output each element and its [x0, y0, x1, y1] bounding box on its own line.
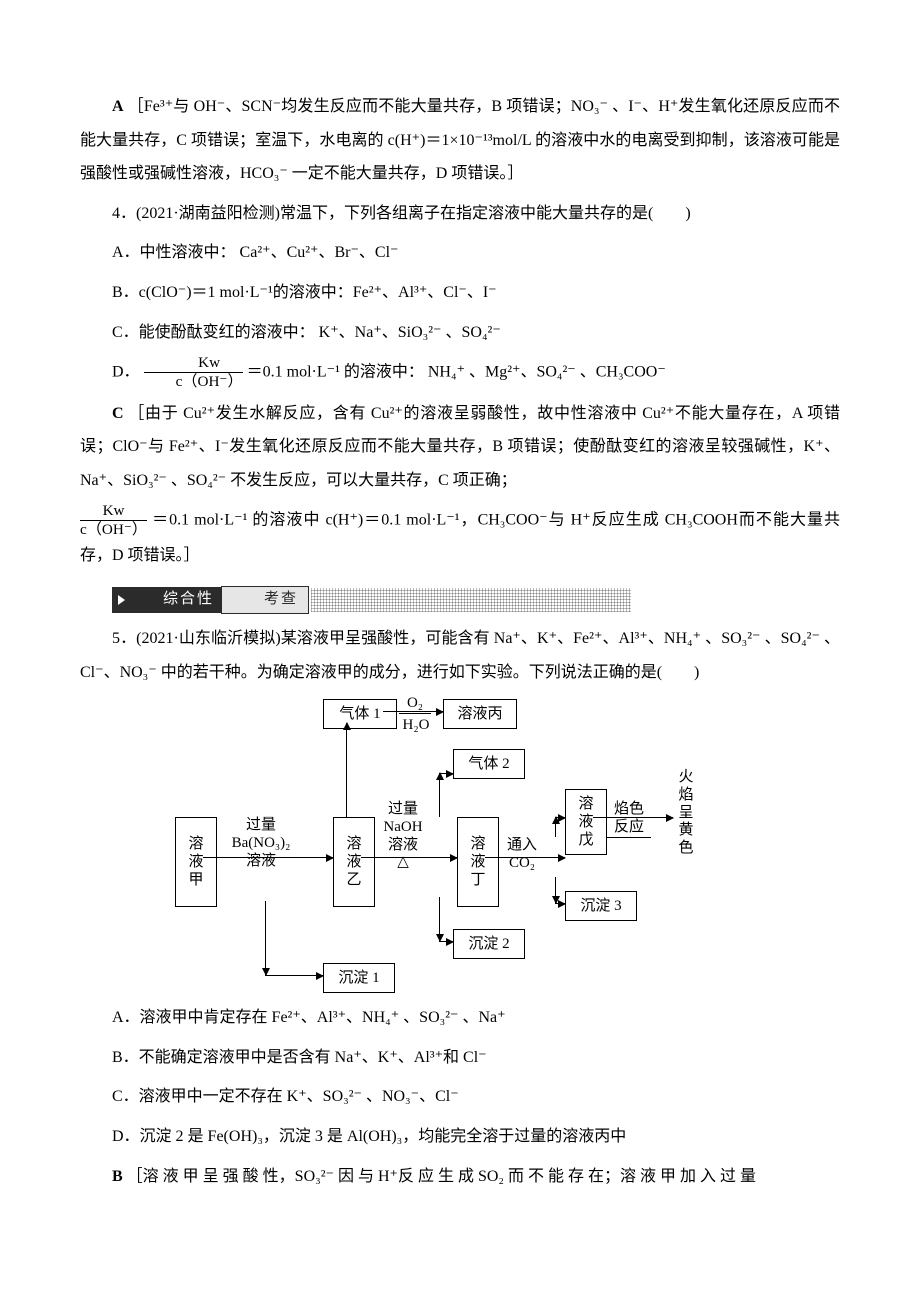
section-chip-right: 考查	[221, 586, 309, 614]
diagram-node-wu: 溶液戊	[565, 789, 607, 855]
q4-optB: B．c(ClO⁻)＝1 mol·L⁻¹的溶液中：Fe²⁺、Al³⁺、Cl⁻、I⁻	[80, 276, 840, 310]
section-left-text: 综合性	[131, 584, 214, 616]
flow-diagram-wrap: 溶液甲过量Ba(NO₃)₂溶液气体 1O₂H₂O溶液丙溶液乙过量NaOH溶液△气…	[80, 697, 840, 995]
q4-answer-frac-den: c（OH⁻）	[80, 520, 147, 539]
q5-answer-label: B	[112, 1168, 123, 1185]
q4-answer-part2: ＝0.1 mol·L⁻¹ 的溶液中 c(H⁺)＝0.1 mol·L⁻¹，CH₃C…	[80, 512, 840, 564]
diagram-arrow-0	[203, 857, 333, 858]
diagram-arrow-15	[265, 975, 323, 976]
diagram-node-tongru: 通入CO₂	[497, 837, 547, 872]
diagram-node-guoliang1: 过量Ba(NO₃)₂溶液	[217, 817, 305, 870]
diagram-arrow-3	[361, 857, 457, 858]
diagram-node-yi: 溶液乙	[333, 817, 375, 907]
q4-answer-label: C	[112, 405, 124, 422]
answer-a-text: ［Fe³⁺与 OH⁻、SCN⁻均发生反应而不能大量共存，B 项错误；NO₃⁻ 、…	[80, 98, 840, 182]
q4-optD: D． Kᴡ c（OH⁻） ＝0.1 mol·L⁻¹ 的溶液中： NH₄⁺ 、Mg…	[80, 355, 840, 390]
diagram-arrow-2	[383, 711, 443, 712]
diagram-node-yanse: 焰色反应	[607, 801, 651, 837]
diagram-node-qiti1: 气体 1	[323, 699, 397, 729]
q4-optD-pre: D．	[112, 364, 140, 381]
play-icon	[118, 595, 125, 605]
q4-answer-part1: ［由于 Cu²⁺发生水解反应，含有 Cu²⁺的溶液呈弱酸性，故中性溶液中 Cu²…	[80, 405, 840, 489]
q4-optA: A．中性溶液中： Ca²⁺、Cu²⁺、Br⁻、Cl⁻	[80, 236, 840, 270]
q4-stem: 4．(2021·湖南益阳检测)常温下，下列各组离子在指定溶液中能大量共存的是( …	[80, 197, 840, 231]
diagram-arrow-11	[555, 877, 556, 903]
q5-answer-text: ［溶 液 甲 呈 强 酸 性，SO₃²⁻ 因 与 H⁺反 应 生 成 SO₂ 而…	[127, 1168, 756, 1185]
diagram-node-huo: 火焰呈黄色	[675, 769, 697, 857]
answer-a-label: A	[112, 98, 124, 115]
section-chip-left: 综合性	[112, 587, 222, 613]
diagram-node-jia: 溶液甲	[175, 817, 217, 907]
q5-answer: B ［溶 液 甲 呈 强 酸 性，SO₃²⁻ 因 与 H⁺反 应 生 成 SO₂…	[80, 1160, 840, 1194]
diagram-node-guoliang2: 过量NaOH溶液△	[373, 801, 433, 872]
diagram-node-h2o: H₂O	[395, 717, 437, 735]
q4-answer-frac: Kᴡ c（OH⁻）	[80, 503, 147, 538]
q5-optA: A．溶液甲中肯定存在 Fe²⁺、Al³⁺、NH₄⁺ 、SO₃²⁻ 、Na⁺	[80, 1001, 840, 1035]
diagram-arrow-1	[346, 723, 347, 817]
answer-a: A ［Fe³⁺与 OH⁻、SCN⁻均发生反应而不能大量共存，B 项错误；NO₃⁻…	[80, 90, 840, 191]
diagram-arrow-7	[439, 941, 453, 942]
q5-stem: 5．(2021·山东临沂模拟)某溶液甲呈强酸性，可能含有 Na⁺、K⁺、Fe²⁺…	[80, 622, 840, 689]
diagram-arrow-14	[265, 901, 266, 975]
diagram-node-chend1: 沉淀 1	[323, 963, 395, 993]
q4-answer-line2: Kᴡ c（OH⁻） ＝0.1 mol·L⁻¹ 的溶液中 c(H⁺)＝0.1 mo…	[80, 503, 840, 572]
q5-optB: B．不能确定溶液甲中是否含有 Na⁺、K⁺、Al³⁺和 Cl⁻	[80, 1041, 840, 1075]
section-dots	[311, 588, 631, 612]
q5-optC: C．溶液甲中一定不存在 K⁺、SO₃²⁻ 、NO₃⁻、Cl⁻	[80, 1080, 840, 1114]
q4-optC: C．能使酚酞变红的溶液中： K⁺、Na⁺、SiO₃²⁻ 、SO₄²⁻	[80, 316, 840, 350]
diagram-arrow-9	[555, 817, 556, 837]
q4-answer: C ［由于 Cu²⁺发生水解反应，含有 Cu²⁺的溶液呈弱酸性，故中性溶液中 C…	[80, 397, 840, 498]
q5-optD: D．沉淀 2 是 Fe(OH)₃，沉淀 3 是 Al(OH)₃，均能完全溶于过量…	[80, 1120, 840, 1154]
diagram-arrow-5	[439, 773, 453, 774]
section-right-text: 考查	[232, 584, 298, 616]
diagram-node-ding: 溶液丁	[457, 817, 499, 907]
diagram-arrow-12	[555, 903, 565, 904]
q4-optD-frac: Kᴡ c（OH⁻）	[144, 355, 243, 390]
diagram-node-qiti2: 气体 2	[453, 749, 525, 779]
diagram-arrow-6	[439, 897, 440, 941]
q4-answer-frac-num: Kᴡ	[80, 503, 147, 520]
diagram-arrow-8	[485, 857, 565, 858]
diagram-node-chend3: 沉淀 3	[565, 891, 637, 921]
diagram-node-chend2: 沉淀 2	[453, 929, 525, 959]
q4-optD-frac-num: Kᴡ	[144, 355, 243, 372]
diagram-node-bing: 溶液丙	[443, 699, 517, 729]
q4-optD-post: ＝0.1 mol·L⁻¹ 的溶液中： NH₄⁺ 、Mg²⁺、SO₄²⁻ 、CH₃…	[247, 364, 666, 381]
section-header: 综合性 考查	[80, 582, 840, 616]
diagram-arrow-13	[593, 817, 673, 818]
q4-optD-frac-den: c（OH⁻）	[144, 372, 243, 391]
flow-diagram: 溶液甲过量Ba(NO₃)₂溶液气体 1O₂H₂O溶液丙溶液乙过量NaOH溶液△气…	[175, 697, 745, 995]
diagram-arrow-4	[439, 773, 440, 817]
diagram-arrow-10	[555, 817, 565, 818]
